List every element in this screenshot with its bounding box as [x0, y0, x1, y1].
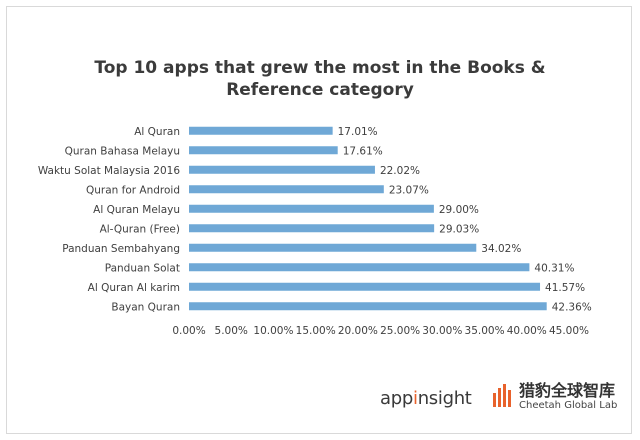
- data-label: 29.00%: [439, 204, 479, 216]
- appinsight-logo: appinsight: [380, 388, 472, 409]
- x-tick-label: 10.00%: [253, 325, 293, 337]
- data-label: 23.07%: [389, 184, 429, 196]
- chart-title-line2: Reference category: [226, 80, 414, 100]
- category-label: Al-Quran (Free): [100, 223, 180, 235]
- x-tick-label: 5.00%: [215, 325, 248, 337]
- bar: [189, 243, 477, 252]
- cheetah-global-lab-logo: 猎豹全球智库 Cheetah Global Lab: [492, 382, 617, 411]
- bar: [189, 224, 435, 233]
- cheetah-cn-text: 猎豹全球智库: [519, 381, 616, 400]
- category-label: Panduan Sembahyang: [62, 243, 180, 255]
- cheetah-bars-icon: [493, 384, 511, 408]
- bar: [189, 126, 333, 135]
- category-label: Panduan Solat: [105, 262, 180, 274]
- cheetah-en-text: Cheetah Global Lab: [519, 399, 618, 411]
- category-label: Quran for Android: [86, 184, 180, 196]
- bar: [189, 263, 530, 272]
- category-label: Quran Bahasa Melayu: [65, 145, 180, 157]
- data-label: 40.31%: [534, 262, 574, 274]
- data-label: 41.57%: [545, 282, 585, 294]
- x-tick-label: 40.00%: [507, 325, 547, 337]
- chart-title-line1: Top 10 apps that grew the most in the Bo…: [94, 58, 546, 78]
- category-label: Al Quran Melayu: [93, 204, 180, 216]
- data-label: 29.03%: [439, 223, 479, 235]
- x-tick-label: 30.00%: [422, 325, 462, 337]
- category-label: Waktu Solat Malaysia 2016: [38, 165, 180, 177]
- x-tick-label: 35.00%: [465, 325, 505, 337]
- category-label: Al Quran Al karim: [88, 282, 180, 294]
- bar: [189, 302, 547, 311]
- bar: [189, 282, 541, 291]
- x-tick-label: 45.00%: [549, 325, 589, 337]
- x-tick-label: 25.00%: [380, 325, 420, 337]
- x-tick-label: 0.00%: [172, 325, 205, 337]
- data-label: 42.36%: [552, 301, 592, 313]
- bar: [189, 165, 375, 174]
- x-tick-label: 20.00%: [338, 325, 378, 337]
- bar: [189, 146, 338, 155]
- data-label: 17.01%: [338, 126, 378, 138]
- category-label: Bayan Quran: [111, 301, 180, 313]
- category-label: Al Quran: [134, 126, 180, 138]
- bar: [189, 185, 384, 194]
- x-tick-label: 15.00%: [296, 325, 336, 337]
- chart-frame: [6, 6, 632, 434]
- data-label: 34.02%: [481, 243, 521, 255]
- bar: [189, 204, 434, 213]
- data-label: 22.02%: [380, 165, 420, 177]
- data-label: 17.61%: [343, 145, 383, 157]
